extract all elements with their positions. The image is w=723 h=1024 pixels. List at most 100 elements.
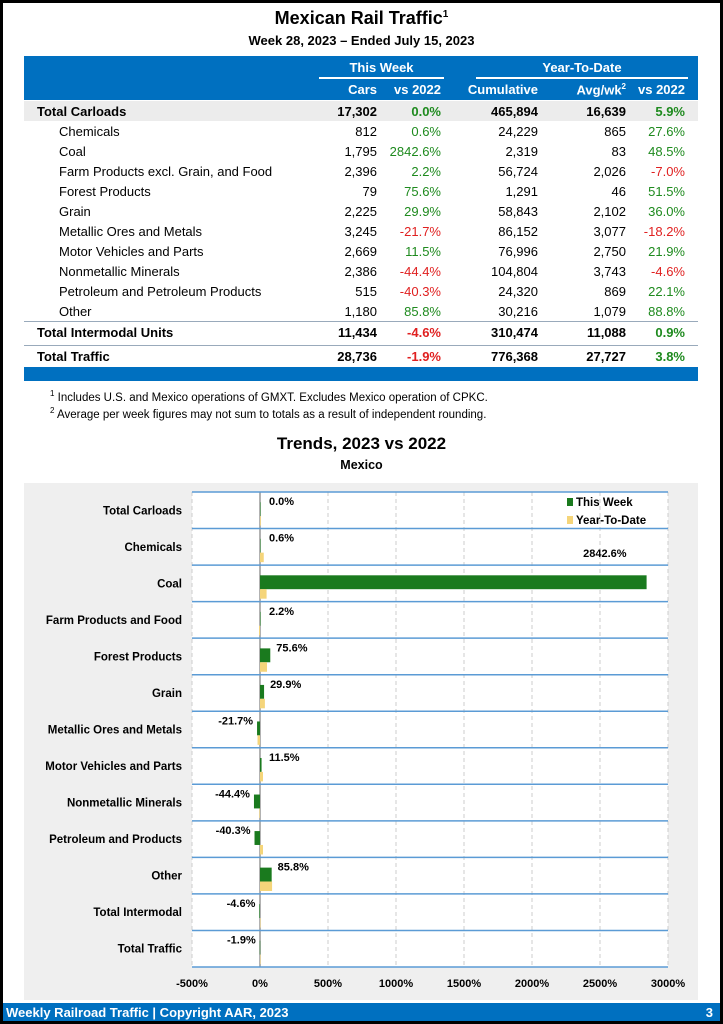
cars: 2,386	[344, 264, 377, 279]
bar-ytd	[260, 698, 265, 709]
footnote-marker: 2	[50, 406, 55, 415]
row-label: Motor Vehicles and Parts	[59, 244, 204, 259]
category-label: Other	[151, 871, 182, 883]
bar-ytd	[260, 881, 273, 891]
title-text: Mexican Rail Traffic	[274, 8, 443, 28]
legend-ytd: Year-To-Date	[576, 515, 646, 527]
legend-swatch-ytd	[567, 516, 573, 524]
table-row: Other 1,180 85.8% 30,216 1,079 88.8%	[24, 301, 698, 321]
vs-2022: 11.5%	[405, 244, 441, 259]
category-label: Motor Vehicles and Parts	[45, 761, 182, 773]
vs-2022: 2.2%	[411, 164, 441, 179]
data-label: 2842.6%	[583, 548, 627, 560]
footnote-text: Includes U.S. and Mexico operations of G…	[57, 391, 488, 404]
x-tick-label: -500%	[176, 978, 208, 990]
bar-this-week	[260, 611, 261, 626]
group-this-week: This Week	[319, 60, 444, 79]
cars: 3,245	[344, 224, 377, 239]
footer-text: Weekly Railroad Traffic | Copyright AAR,…	[6, 1005, 289, 1020]
table-row: Coal 1,795 2842.6% 2,319 83 48.5%	[24, 141, 698, 161]
col-vs2022: vs 2022	[394, 82, 441, 97]
cumulative: 2,319	[505, 144, 538, 159]
cumulative: 30,216	[498, 304, 538, 319]
data-label: 29.9%	[270, 679, 301, 691]
legend-this-week: This Week	[576, 497, 633, 509]
category-label: Total Traffic	[118, 944, 183, 956]
bar-ytd	[260, 589, 267, 599]
table-row: Nonmetallic Minerals 2,386 -44.4% 104,80…	[24, 261, 698, 281]
row-label: Coal	[59, 144, 86, 159]
row-label: Petroleum and Petroleum Products	[59, 284, 262, 299]
data-label: 2.2%	[269, 606, 294, 618]
cumulative: 465,894	[491, 104, 538, 119]
footnote-1: 1 Includes U.S. and Mexico operations of…	[50, 389, 488, 404]
bar-ytd	[260, 662, 268, 672]
table-footer-bar	[24, 367, 698, 381]
cumulative: 104,804	[491, 264, 538, 279]
ytd-vs-2022: 0.9%	[655, 325, 685, 340]
row-label: Nonmetallic Minerals	[59, 264, 180, 279]
chart-title: Trends, 2023 vs 2022	[276, 434, 447, 453]
row-label: Chemicals	[59, 124, 120, 139]
data-label: -44.4%	[215, 788, 250, 800]
ytd-vs-2022: 36.0%	[648, 204, 685, 219]
avg-wk: 46	[611, 184, 626, 199]
bar-ytd	[260, 516, 261, 526]
cars: 812	[355, 124, 377, 139]
table-header: This Week Year-To-Date Cars vs 2022 Cumu…	[24, 56, 698, 100]
category-label: Coal	[157, 578, 182, 590]
vs-2022: -40.3%	[399, 284, 441, 299]
avg-wk: 83	[611, 144, 626, 159]
data-label: -40.3%	[216, 825, 251, 837]
data-label: 11.5%	[269, 752, 300, 764]
cars: 2,225	[344, 204, 377, 219]
bar-ytd	[259, 808, 260, 818]
cars: 79	[362, 184, 377, 199]
bar-this-week	[259, 940, 261, 955]
row-label: Other	[59, 304, 92, 319]
data-label: 75.6%	[276, 642, 307, 654]
col-avgwk-label: Avg/wk	[576, 82, 622, 98]
col-avgwk: Avg/wk2	[577, 82, 626, 97]
category-label: Nonmetallic Minerals	[67, 798, 182, 810]
cumulative: 76,996	[498, 244, 538, 259]
row-label: Grain	[59, 204, 91, 219]
table-row: Petroleum and Petroleum Products 515 -40…	[24, 281, 698, 301]
ytd-vs-2022: 21.9%	[648, 244, 685, 259]
bar-this-week	[260, 502, 261, 517]
vs-2022: 2842.6%	[389, 144, 441, 159]
vs-2022: -21.7%	[399, 224, 441, 239]
avg-wk: 16,639	[586, 104, 626, 119]
x-tick-label: 1500%	[447, 978, 481, 990]
bar-ytd	[257, 735, 260, 745]
cumulative: 24,320	[498, 284, 538, 299]
table-row: Motor Vehicles and Parts 2,669 11.5% 76,…	[24, 241, 698, 261]
cars: 11,434	[337, 325, 377, 340]
data-label: 0.6%	[269, 533, 294, 545]
vs-2022: -1.9%	[407, 349, 441, 364]
ytd-vs-2022: 88.8%	[648, 304, 685, 319]
bar-ytd	[260, 918, 261, 928]
bar-this-week	[260, 758, 262, 772]
ytd-vs-2022: 3.8%	[655, 349, 685, 364]
cars: 2,396	[344, 164, 377, 179]
data-label: 0.0%	[269, 496, 294, 508]
category-label: Total Intermodal	[93, 907, 182, 919]
cumulative: 1,291	[505, 184, 538, 199]
group-ytd: Year-To-Date	[476, 60, 688, 79]
avg-wk: 1,079	[593, 304, 626, 319]
footnote-2: 2 Average per week figures may not sum t…	[50, 406, 486, 421]
footnote-text: Average per week figures may not sum to …	[57, 408, 487, 421]
col-ytd-vs2022: vs 2022	[638, 82, 685, 97]
category-label: Total Carloads	[103, 505, 182, 517]
x-tick-label: 3000%	[651, 978, 685, 990]
data-label: -21.7%	[218, 715, 253, 727]
avg-wk: 11,088	[586, 325, 626, 340]
page-number: 3	[705, 1005, 713, 1020]
table-row: Grain 2,225 29.9% 58,843 2,102 36.0%	[24, 201, 698, 221]
footnote-marker: 2	[621, 82, 626, 91]
category-label: Forest Products	[94, 651, 182, 663]
data-label: -4.6%	[227, 898, 256, 910]
category-label: Petroleum and Products	[49, 834, 182, 846]
